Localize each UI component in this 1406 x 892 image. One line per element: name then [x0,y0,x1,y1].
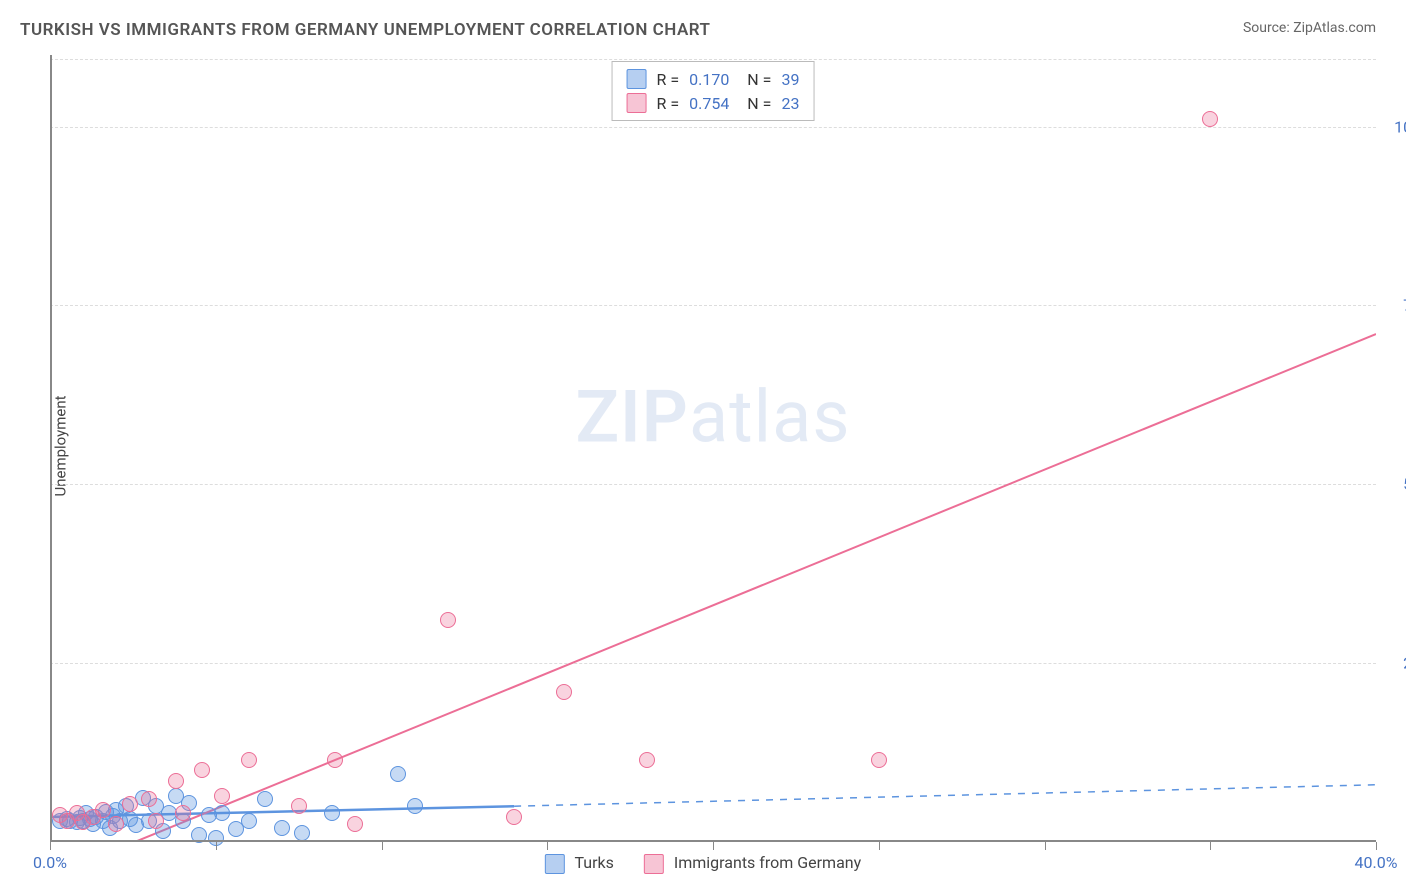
data-point [506,809,522,825]
data-point [175,805,191,821]
legend-r-pink: 0.754 [689,94,729,113]
data-point [148,813,164,829]
x-tick-label: 0.0% [33,853,67,872]
data-point [407,798,423,814]
data-point [95,802,111,818]
trend-lines [50,55,1376,842]
x-tick [1045,842,1046,850]
watermark-atlas: atlas [689,375,851,460]
legend-n-blue: 39 [781,70,799,89]
data-point [241,752,257,768]
trend-line [514,785,1376,806]
x-tick [216,842,217,850]
data-point [324,805,340,821]
legend-label-turks: Turks [574,853,613,872]
legend-n-label2: N = [739,94,771,113]
x-tick [1210,842,1211,850]
watermark: ZIPatlas [575,375,850,460]
watermark-zip: ZIP [575,375,688,460]
x-tick [382,842,383,850]
legend-item-germany: Immigrants from Germany [644,853,861,874]
data-point [347,816,363,832]
legend-n-label: N = [739,70,771,89]
series-legend: Turks Immigrants from Germany [545,853,861,874]
legend-r-blue: 0.170 [689,70,729,89]
x-tick [713,842,714,850]
data-point [327,752,343,768]
gridline [50,663,1376,664]
data-point [214,805,230,821]
data-point [871,752,887,768]
correlation-legend: R = 0.170 N = 39 R = 0.754 N = 23 [612,61,815,121]
data-point [108,816,124,832]
gridline [50,127,1376,128]
data-point [274,820,290,836]
legend-swatch-turks [545,854,565,874]
data-point [440,612,456,628]
source-label: Source: [1243,20,1290,36]
chart-container: TURKISH VS IMMIGRANTS FROM GERMANY UNEMP… [0,0,1406,892]
data-point [214,788,230,804]
x-tick-label: 40.0% [1355,853,1398,872]
legend-swatch-blue [627,69,647,89]
x-tick [1376,842,1377,850]
source-attribution: Source: ZipAtlas.com [1243,20,1376,36]
data-point [556,684,572,700]
data-point [141,791,157,807]
data-point [1202,111,1218,127]
legend-swatch-germany [644,854,664,874]
data-point [241,813,257,829]
x-tick [50,842,51,850]
legend-n-pink: 23 [781,94,799,113]
x-tick [547,842,548,850]
gridline [50,484,1376,485]
chart-title: TURKISH VS IMMIGRANTS FROM GERMANY UNEMP… [20,20,711,40]
legend-item-turks: Turks [545,853,614,874]
legend-r-label2: R = [657,94,680,113]
data-point [390,766,406,782]
legend-row-blue: R = 0.170 N = 39 [627,67,800,91]
legend-row-pink: R = 0.754 N = 23 [627,91,800,115]
data-point [257,791,273,807]
legend-r-label: R = [657,70,680,89]
data-point [291,798,307,814]
y-axis [50,55,52,842]
legend-label-germany: Immigrants from Germany [674,853,861,872]
plot-area: ZIPatlas 25.0%50.0%75.0%100.0% 0.0%40.0%… [50,55,1376,842]
legend-swatch-pink [627,93,647,113]
data-point [639,752,655,768]
data-point [122,796,138,812]
data-point [168,773,184,789]
y-tick-label: 100.0% [1394,117,1406,136]
trend-line [100,334,1376,842]
x-tick [879,842,880,850]
source-value: ZipAtlas.com [1293,20,1376,36]
gridline [50,305,1376,306]
data-point [194,762,210,778]
gridline [50,59,1376,60]
